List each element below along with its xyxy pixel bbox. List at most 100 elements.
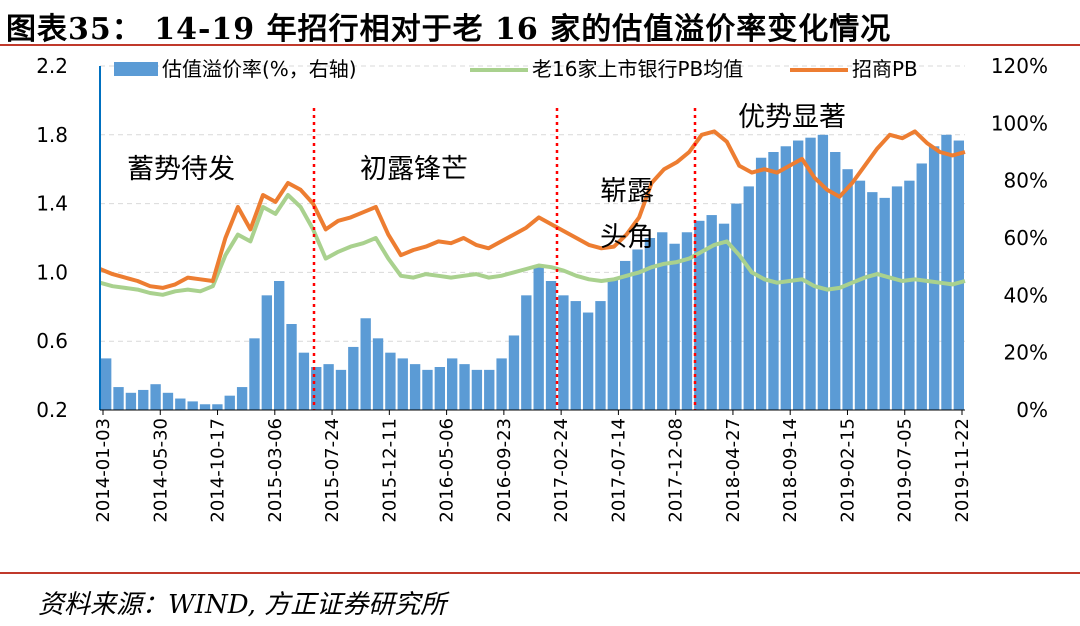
phase-dividers [312, 108, 697, 410]
premium-bar [644, 238, 656, 410]
y-right-tick: 100% [991, 111, 1048, 135]
pb-lines [99, 129, 966, 297]
premium-bar [125, 392, 137, 410]
premium-bar [249, 338, 260, 410]
premium-bar [607, 278, 618, 410]
premium-bar [459, 364, 470, 410]
x-tick-label: 2015-03-06 [265, 418, 286, 523]
legend: 估值溢价率(%，右轴) 老16家上市银行PB均值 招商PB [114, 57, 918, 81]
x-tick-label: 2015-12-11 [379, 418, 400, 523]
phase-label: 蓄势待发 [127, 154, 235, 185]
premium-bar [632, 249, 643, 410]
y-right-tick: 0% [1016, 398, 1048, 422]
premium-bar [274, 281, 285, 410]
y-right-tick: 80% [1004, 169, 1048, 193]
y-left-tick: 1.8 [36, 123, 68, 147]
premium-bar [620, 260, 631, 410]
premium-bar [521, 295, 532, 410]
premium-bar [360, 318, 371, 410]
premium-bar [397, 358, 408, 410]
y-left-tick: 1.0 [36, 260, 68, 284]
premium-bar [879, 197, 890, 410]
y-left-tick: 2.2 [36, 54, 68, 78]
bottom-rule [0, 572, 1080, 574]
premium-bar [496, 358, 507, 410]
premium-bar [953, 140, 964, 411]
premium-bar [187, 401, 198, 410]
phase-label: 崭露 [600, 176, 654, 207]
phase-label: 头角 [600, 222, 654, 253]
premium-bar [199, 404, 211, 410]
premium-bar [805, 137, 816, 410]
x-tick-label: 2019-07-05 [895, 418, 916, 523]
x-tick-label: 2014-01-03 [93, 418, 114, 523]
premium-bar [842, 169, 853, 410]
legend-label-bar: 估值溢价率(%，右轴) [162, 57, 357, 81]
phase-label: 初露锋芒 [360, 154, 468, 185]
premium-bar [793, 140, 804, 411]
premium-bar [904, 180, 915, 410]
x-tick-label: 2018-09-14 [780, 418, 801, 523]
premium-bar [471, 369, 483, 410]
premium-bar [311, 367, 322, 410]
premium-bar [867, 192, 878, 410]
y-right-tick: 20% [1004, 341, 1048, 365]
x-tick-label: 2015-07-24 [322, 418, 343, 523]
premium-bar [434, 367, 445, 410]
y-right-tick: 120% [991, 54, 1048, 78]
premium-bar [298, 352, 310, 410]
premium-bar [817, 134, 829, 411]
premium-bar [891, 186, 903, 410]
legend-label-avg: 老16家上市银行PB均值 [532, 57, 743, 81]
premium-bar [484, 369, 495, 410]
premium-bar [595, 301, 606, 410]
premium-bar [718, 223, 730, 410]
premium-bar [447, 358, 458, 410]
premium-bar [372, 338, 384, 410]
x-tick-label: 2019-02-15 [837, 418, 858, 523]
x-tick-label: 2017-02-24 [551, 418, 572, 523]
premium-bar [533, 266, 544, 410]
premium-bar [570, 301, 581, 410]
legend-swatch-bar [114, 62, 158, 76]
phase-label: 优势显著 [738, 102, 846, 133]
avg-pb-line [99, 193, 966, 297]
premium-bar [694, 220, 705, 410]
y-left-tick: 0.2 [36, 398, 68, 422]
premium-bar [731, 203, 742, 410]
premium-bar [916, 163, 927, 410]
x-tick-label: 2017-07-14 [608, 418, 629, 523]
premium-bar [941, 134, 952, 411]
premium-bar [101, 358, 112, 410]
premium-bar [113, 387, 124, 410]
premium-bar [348, 346, 359, 410]
x-tick-label: 2017-12-08 [666, 418, 687, 523]
premium-bar [323, 364, 334, 410]
y-right-tick: 60% [1004, 226, 1048, 250]
premium-bar [212, 404, 223, 410]
figure-source: 资料来源：WIND, 方正证券研究所 [38, 590, 447, 620]
x-tick-label: 2014-10-17 [208, 418, 229, 523]
premium-bar [755, 157, 767, 410]
y-right-tick: 40% [1004, 283, 1048, 307]
premium-bar [335, 369, 347, 410]
premium-bar [150, 384, 161, 410]
x-tick-label: 2016-09-23 [494, 418, 515, 523]
premium-bar [830, 152, 841, 410]
premium-bar [236, 387, 248, 410]
premium-bar [928, 146, 940, 410]
premium-bar [681, 232, 693, 410]
top-rule [0, 44, 1080, 46]
premium-bar [162, 392, 174, 410]
x-tick-label: 2014-05-30 [150, 418, 171, 523]
figure-title: 图表35： 14-19 年招行相对于老 16 家的估值溢价率变化情况 [6, 12, 892, 47]
x-tick-label: 2016-05-06 [437, 418, 458, 523]
premium-bar [385, 352, 396, 410]
premium-bar [261, 295, 272, 410]
premium-bar [582, 312, 594, 410]
premium-bar [743, 186, 754, 410]
premium-bar [409, 364, 421, 410]
premium-bar [138, 389, 149, 410]
